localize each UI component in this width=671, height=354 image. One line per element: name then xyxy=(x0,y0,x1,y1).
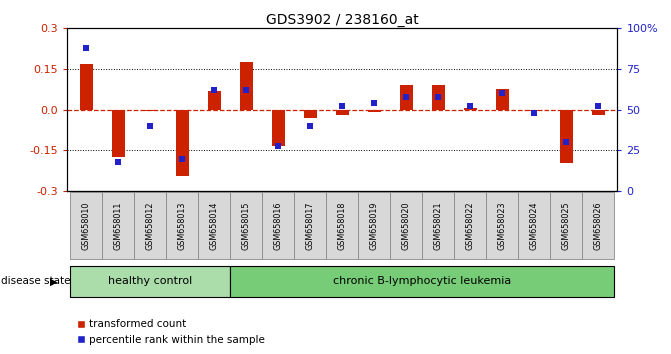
Text: GSM658017: GSM658017 xyxy=(306,201,315,250)
Text: disease state: disease state xyxy=(1,276,70,286)
FancyBboxPatch shape xyxy=(391,192,422,259)
Text: GSM658016: GSM658016 xyxy=(274,201,282,250)
Title: GDS3902 / 238160_at: GDS3902 / 238160_at xyxy=(266,13,419,27)
Bar xyxy=(176,110,189,176)
Bar xyxy=(240,62,253,110)
Bar xyxy=(80,64,93,110)
Bar xyxy=(112,110,125,157)
FancyBboxPatch shape xyxy=(262,192,294,259)
FancyBboxPatch shape xyxy=(134,192,166,259)
FancyBboxPatch shape xyxy=(198,192,230,259)
FancyBboxPatch shape xyxy=(486,192,518,259)
Bar xyxy=(144,110,156,111)
FancyBboxPatch shape xyxy=(102,192,134,259)
Bar xyxy=(400,85,413,110)
Bar xyxy=(208,91,221,110)
Text: GSM658010: GSM658010 xyxy=(82,201,91,250)
Text: GSM658025: GSM658025 xyxy=(562,201,570,250)
Text: GSM658014: GSM658014 xyxy=(210,201,219,250)
FancyBboxPatch shape xyxy=(70,192,102,259)
FancyBboxPatch shape xyxy=(166,192,198,259)
FancyBboxPatch shape xyxy=(582,192,614,259)
Text: GSM658026: GSM658026 xyxy=(594,201,603,250)
Bar xyxy=(304,110,317,118)
FancyBboxPatch shape xyxy=(422,192,454,259)
FancyBboxPatch shape xyxy=(454,192,486,259)
Bar xyxy=(336,110,349,115)
Bar xyxy=(496,89,509,110)
Text: GSM658012: GSM658012 xyxy=(146,201,155,250)
FancyBboxPatch shape xyxy=(326,192,358,259)
Text: healthy control: healthy control xyxy=(108,276,193,286)
Text: GSM658011: GSM658011 xyxy=(114,201,123,250)
Bar xyxy=(272,110,285,147)
FancyBboxPatch shape xyxy=(230,266,614,297)
Text: GSM658019: GSM658019 xyxy=(370,201,378,250)
FancyBboxPatch shape xyxy=(294,192,326,259)
Text: GSM658013: GSM658013 xyxy=(178,201,187,250)
Bar xyxy=(528,110,541,111)
Text: ▶: ▶ xyxy=(50,276,57,286)
Text: GSM658022: GSM658022 xyxy=(466,201,474,250)
FancyBboxPatch shape xyxy=(550,192,582,259)
Bar xyxy=(368,110,380,113)
Bar xyxy=(560,110,572,163)
FancyBboxPatch shape xyxy=(518,192,550,259)
Bar xyxy=(592,110,605,115)
FancyBboxPatch shape xyxy=(230,192,262,259)
Legend: transformed count, percentile rank within the sample: transformed count, percentile rank withi… xyxy=(72,315,269,349)
Text: GSM658023: GSM658023 xyxy=(498,201,507,250)
Text: chronic B-lymphocytic leukemia: chronic B-lymphocytic leukemia xyxy=(333,276,511,286)
Text: GSM658015: GSM658015 xyxy=(242,201,251,250)
Bar xyxy=(464,108,476,110)
FancyBboxPatch shape xyxy=(358,192,391,259)
Bar xyxy=(431,85,445,110)
FancyBboxPatch shape xyxy=(70,266,230,297)
Text: GSM658021: GSM658021 xyxy=(433,201,443,250)
Text: GSM658024: GSM658024 xyxy=(529,201,539,250)
Text: GSM658020: GSM658020 xyxy=(402,201,411,250)
Text: GSM658018: GSM658018 xyxy=(338,201,347,250)
